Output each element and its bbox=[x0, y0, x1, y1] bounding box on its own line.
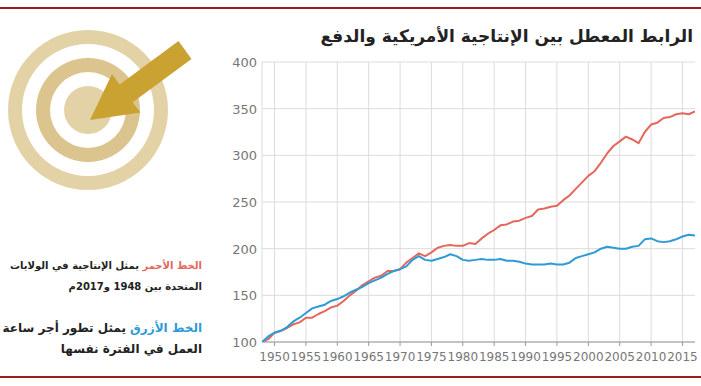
x-tick-label: 1960 bbox=[322, 350, 353, 364]
x-tick-label: 2000 bbox=[573, 350, 604, 364]
y-grid-line bbox=[262, 155, 695, 156]
plot-area bbox=[262, 111, 695, 342]
title: الرابط المعطل بين الإنتاجية الأمريكية وا… bbox=[321, 26, 694, 46]
bottom-rule bbox=[0, 376, 701, 378]
x-tick-mark bbox=[494, 342, 495, 346]
y-tick-label: 350 bbox=[232, 102, 257, 117]
x-grid-line bbox=[305, 62, 306, 342]
y-tick-label: 100 bbox=[232, 335, 257, 350]
legend-entry: الخط الأحمر يمثل الإنتاجية في الولاياتال… bbox=[2, 255, 202, 297]
series-line bbox=[262, 111, 695, 342]
x-grid-line bbox=[431, 62, 432, 342]
y-grid-line bbox=[262, 342, 695, 343]
target-arrow bbox=[90, 41, 192, 120]
x-tick-label: 2010 bbox=[636, 350, 667, 364]
x-tick-label: 1955 bbox=[291, 350, 322, 364]
x-grid-line bbox=[368, 62, 369, 342]
x-tick-label: 1970 bbox=[385, 350, 416, 364]
x-grid-line bbox=[556, 62, 557, 342]
x-grid-line bbox=[651, 62, 652, 342]
x-tick-mark bbox=[431, 342, 432, 346]
x-tick-mark bbox=[682, 342, 683, 346]
x-tick-mark bbox=[525, 342, 526, 346]
legend-text: يمثل تطور أجر ساعة bbox=[3, 321, 126, 335]
grid bbox=[262, 62, 695, 342]
x-tick-label: 1950 bbox=[259, 350, 290, 364]
x-tick-label: 1980 bbox=[448, 350, 479, 364]
y-tick-label: 150 bbox=[232, 288, 257, 303]
y-tick-label: 200 bbox=[232, 242, 257, 257]
legend-name: الخط الأزرق bbox=[130, 321, 202, 335]
x-axis-line bbox=[262, 342, 695, 343]
legend-text: العمل في الفترة نفسها bbox=[2, 339, 202, 360]
target-ring bbox=[8, 30, 168, 190]
x-tick-mark bbox=[400, 342, 401, 346]
x-tick-mark bbox=[588, 342, 589, 346]
x-tick-label: 1990 bbox=[510, 350, 541, 364]
y-grid-line bbox=[262, 295, 695, 296]
legend-text: يمثل الإنتاجية في الولايات bbox=[10, 260, 139, 271]
x-tick-label: 1985 bbox=[479, 350, 510, 364]
x-grid-line bbox=[494, 62, 495, 342]
legend-line: الخط الأزرق يمثل تطور أجر ساعة bbox=[2, 318, 202, 339]
x-tick-label: 2015 bbox=[667, 350, 698, 364]
x-tick-mark bbox=[619, 342, 620, 346]
legend-entry: الخط الأزرق يمثل تطور أجر ساعةالعمل في ا… bbox=[2, 318, 202, 360]
x-tick-mark bbox=[337, 342, 338, 346]
legend-text: المتحدة بين 1948 و2017م bbox=[2, 276, 202, 297]
x-tick-label: 2005 bbox=[604, 350, 635, 364]
y-tick-label: 250 bbox=[232, 195, 257, 210]
x-grid-line bbox=[400, 62, 401, 342]
x-grid-line bbox=[682, 62, 683, 342]
y-tick-label: 300 bbox=[232, 148, 257, 163]
x-tick-label: 1965 bbox=[353, 350, 384, 364]
legend-line: الخط الأحمر يمثل الإنتاجية في الولايات bbox=[2, 255, 202, 276]
x-tick-label: 1995 bbox=[542, 350, 573, 364]
top-rule bbox=[0, 7, 701, 9]
x-grid-line bbox=[525, 62, 526, 342]
x-grid-line bbox=[619, 62, 620, 342]
x-tick-label: 1975 bbox=[416, 350, 447, 364]
x-tick-mark bbox=[462, 342, 463, 346]
x-tick-mark bbox=[305, 342, 306, 346]
target-icon bbox=[8, 30, 192, 190]
x-grid-line bbox=[274, 62, 275, 342]
y-axis-line bbox=[262, 62, 263, 342]
x-grid-line bbox=[588, 62, 589, 342]
y-grid-line bbox=[262, 108, 695, 109]
series-line bbox=[262, 235, 695, 342]
x-tick-mark bbox=[556, 342, 557, 346]
y-grid-line bbox=[262, 62, 695, 63]
x-tick-mark bbox=[274, 342, 275, 346]
y-tick-label: 400 bbox=[232, 55, 257, 70]
x-tick-mark bbox=[368, 342, 369, 346]
y-grid-line bbox=[262, 202, 695, 203]
x-tick-mark bbox=[651, 342, 652, 346]
legend-name: الخط الأحمر bbox=[142, 260, 202, 271]
x-grid-line bbox=[462, 62, 463, 342]
